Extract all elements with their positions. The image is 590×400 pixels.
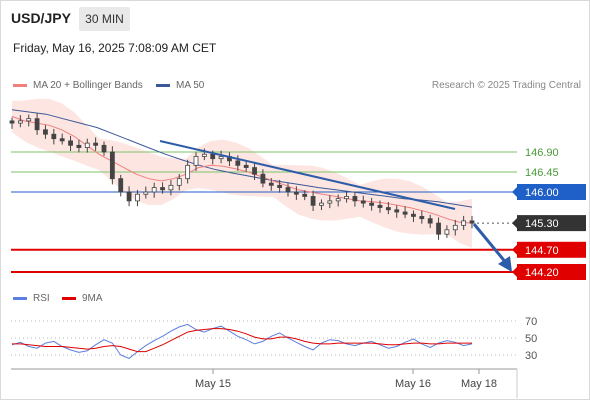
candle-body bbox=[34, 118, 40, 131]
candle-body bbox=[93, 142, 99, 146]
candle-body bbox=[193, 156, 199, 166]
forecast-arrow bbox=[472, 223, 509, 265]
symbol-title: USD/JPY bbox=[11, 10, 71, 26]
level-label-145.30: 145.30 bbox=[525, 218, 559, 230]
rsi-tick-label: 50 bbox=[525, 333, 537, 345]
trend-line bbox=[159, 140, 456, 210]
candle-body bbox=[135, 193, 140, 202]
level-tag-pointer-144.20 bbox=[512, 267, 517, 277]
candle-body bbox=[243, 164, 249, 168]
candle-body bbox=[76, 144, 82, 148]
candle-body bbox=[327, 200, 333, 204]
forecast-arrowhead bbox=[498, 256, 512, 272]
candle-body bbox=[461, 220, 467, 226]
candle-body bbox=[452, 224, 458, 231]
candle-body bbox=[436, 222, 441, 235]
x-tick-label: May 18 bbox=[461, 378, 497, 390]
level-tag-145.30 bbox=[517, 215, 586, 232]
level-tag-144.70 bbox=[517, 241, 586, 258]
ma9-swatch bbox=[62, 296, 76, 300]
legend-ma20: MA 20 + Bollinger Bands bbox=[13, 80, 143, 91]
candle-body bbox=[84, 142, 90, 148]
candle-body bbox=[427, 218, 433, 224]
rsi-swatch bbox=[13, 296, 27, 300]
candle-body bbox=[252, 167, 257, 175]
candle-body bbox=[277, 184, 283, 188]
rsi-ma-line bbox=[12, 328, 472, 353]
candle-body bbox=[293, 191, 299, 195]
rsi-tick-label: 30 bbox=[525, 350, 537, 362]
candle-body bbox=[143, 191, 149, 195]
candle-body bbox=[126, 191, 132, 202]
level-label-144.70: 144.70 bbox=[525, 245, 559, 257]
candle-body bbox=[210, 153, 216, 160]
level-label-146.45: 146.45 bbox=[525, 167, 559, 179]
ma20-swatch bbox=[13, 83, 27, 87]
credit-text: Research © 2025 Trading Central bbox=[431, 80, 581, 91]
legend-ma50-label: MA 50 bbox=[176, 80, 205, 91]
candle-body bbox=[285, 187, 291, 193]
rsi-tick-label: 70 bbox=[525, 316, 537, 328]
candle-body bbox=[235, 160, 241, 166]
candle-body bbox=[385, 207, 391, 211]
candle-body bbox=[68, 140, 73, 146]
legend-ma9: 9MA bbox=[62, 293, 103, 304]
candle-body bbox=[51, 133, 57, 140]
candle-body bbox=[310, 196, 316, 206]
candle-body bbox=[218, 156, 224, 160]
datetime-label: Friday, May 16, 2025 7:08:09 AM CET bbox=[13, 41, 217, 55]
level-label-146.90: 146.90 bbox=[525, 147, 559, 159]
candle-body bbox=[469, 220, 475, 224]
candle-body bbox=[17, 120, 23, 124]
legend-ma20-label: MA 20 + Bollinger Bands bbox=[33, 80, 143, 91]
timeframe-badge[interactable]: 30 MIN bbox=[79, 7, 130, 31]
level-tag-pointer-145.30 bbox=[512, 218, 517, 229]
candle-body bbox=[344, 196, 349, 200]
candle-body bbox=[176, 178, 182, 186]
level-tag-146.00 bbox=[517, 184, 586, 200]
candle-body bbox=[151, 187, 157, 193]
candle-body bbox=[360, 200, 366, 204]
legend-rsi-label: RSI bbox=[33, 293, 50, 304]
candle-body bbox=[444, 229, 450, 235]
level-tag-pointer-146.00 bbox=[512, 187, 517, 197]
candle-body bbox=[101, 144, 107, 153]
candle-body bbox=[411, 213, 416, 217]
legend-ma9-label: 9MA bbox=[82, 293, 103, 304]
candle-body bbox=[352, 196, 358, 202]
level-label-146.00: 146.00 bbox=[525, 187, 559, 199]
candle-body bbox=[402, 211, 408, 215]
candle-body bbox=[118, 178, 124, 193]
candle-body bbox=[302, 193, 308, 197]
rsi-line bbox=[11, 323, 473, 359]
legend-rsi: RSI bbox=[13, 293, 50, 304]
level-tag-144.20 bbox=[517, 264, 586, 280]
candle-body bbox=[260, 173, 266, 184]
ma50-swatch bbox=[156, 83, 170, 87]
candle-body bbox=[185, 164, 191, 180]
x-tick-label: May 16 bbox=[395, 378, 431, 390]
candle-body bbox=[394, 209, 400, 213]
level-tag-pointer-144.70 bbox=[512, 244, 517, 255]
candle-body bbox=[419, 216, 425, 220]
candle-body bbox=[43, 129, 48, 135]
candle-body bbox=[168, 184, 174, 191]
candle-body bbox=[59, 138, 65, 142]
candle-body bbox=[377, 204, 383, 208]
legend-ma50: MA 50 bbox=[156, 80, 204, 91]
candle-body bbox=[26, 118, 32, 122]
x-tick-label: May 15 bbox=[195, 378, 231, 390]
bollinger-band bbox=[12, 98, 472, 248]
ma50-line bbox=[11, 109, 473, 208]
candle-body bbox=[109, 151, 115, 180]
level-label-144.20: 144.20 bbox=[525, 267, 559, 279]
candle-body bbox=[319, 202, 324, 206]
candle-body bbox=[268, 182, 274, 186]
candle-body bbox=[160, 187, 165, 191]
candle-body bbox=[369, 202, 375, 206]
candle-body bbox=[201, 153, 207, 157]
candle-body bbox=[9, 120, 15, 124]
candle-body bbox=[335, 198, 341, 202]
